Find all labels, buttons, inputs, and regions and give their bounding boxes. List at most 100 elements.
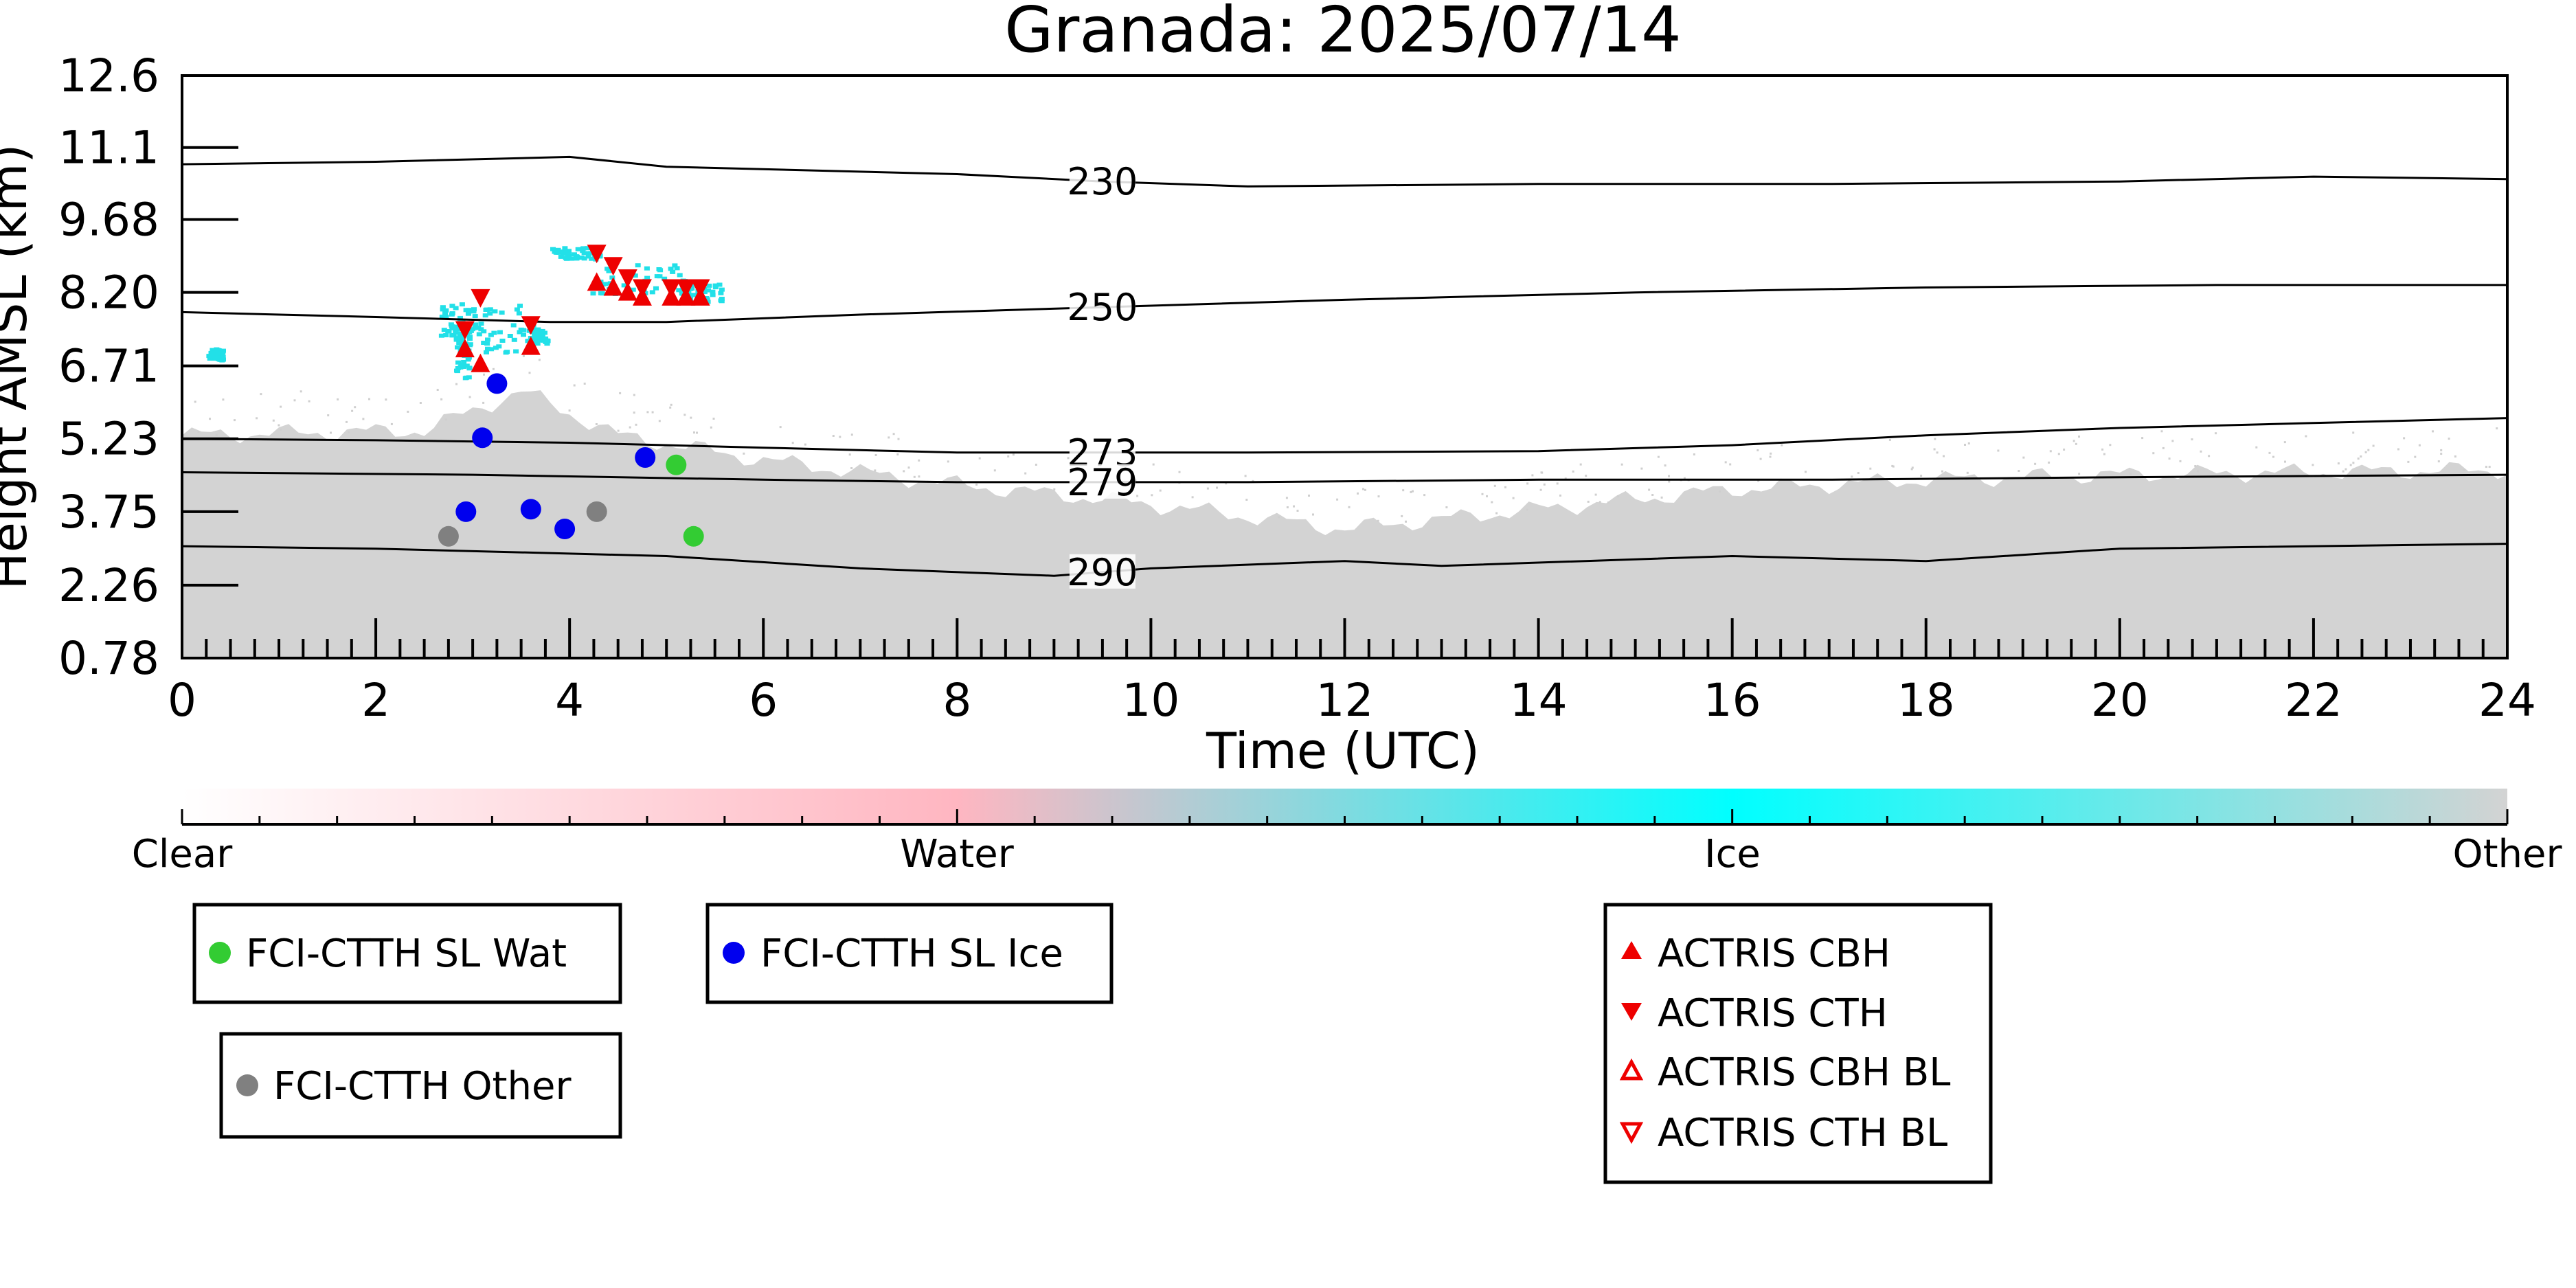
ice-cloud-pixel	[689, 286, 695, 291]
ice-cloud-pixel	[220, 350, 226, 354]
isotherm-230-line	[181, 155, 2508, 188]
other-speckle	[1759, 457, 1762, 460]
ice-cloud-pixel	[468, 328, 474, 333]
other-speckle	[595, 423, 598, 425]
other-speckle	[1278, 516, 1280, 519]
other-speckle	[1559, 494, 1561, 497]
isotherm-273-line	[181, 417, 2508, 454]
other-speckle	[1067, 457, 1070, 460]
ice-cloud-pixel	[703, 296, 710, 300]
other-speckle	[1362, 488, 1364, 490]
other-speckle	[2440, 449, 2443, 451]
other-speckle	[2283, 441, 2286, 444]
ice-cloud-pixel	[511, 337, 517, 342]
other-speckle	[839, 436, 841, 438]
isotherm-250-label: 250	[1067, 286, 1138, 329]
other-speckle	[1769, 455, 1772, 458]
ice-cloud-pixel	[461, 360, 467, 364]
other-speckle	[2454, 455, 2456, 457]
other-speckle	[522, 354, 525, 357]
x-tick-label: 24	[2478, 674, 2536, 727]
other-speckle	[1245, 499, 1248, 501]
ice-cloud-pixel	[574, 254, 580, 259]
y-tick-label: 8.20	[58, 267, 159, 319]
ice-cloud-pixel	[455, 360, 461, 365]
other-speckle	[2018, 470, 2020, 472]
other-speckle	[1857, 472, 1860, 474]
legend-box-water: FCI-CTTH SL Wat	[192, 903, 622, 1004]
other-speckle	[2078, 473, 2081, 475]
other-speckle	[1336, 498, 1339, 501]
ice-cloud-pixel	[493, 346, 499, 350]
other-speckle	[670, 403, 673, 406]
ice-cloud-pixel	[216, 351, 223, 356]
other-speckle	[1481, 493, 1484, 495]
ice-cloud-pixel	[672, 263, 678, 268]
ice-cloud-pixel	[589, 256, 595, 261]
actris-cth-point	[603, 257, 623, 276]
ice-cloud-pixel	[472, 314, 478, 319]
other-speckle	[658, 420, 661, 422]
other-speckle	[209, 418, 211, 420]
other-speckle	[2072, 440, 2075, 442]
ice-cloud-pixel	[484, 341, 490, 346]
other-speckle	[1587, 500, 1590, 503]
other-speckle	[1543, 483, 1546, 486]
other-speckle	[2171, 440, 2174, 442]
ice-cloud-pixel	[590, 291, 596, 296]
ice-cloud-pixel	[544, 341, 550, 346]
ice-cloud-pixel	[585, 254, 591, 259]
ice-cloud-pixel	[454, 368, 460, 373]
other-speckle	[1911, 466, 1914, 469]
ice-cloud-pixel	[575, 247, 581, 251]
other-speckle	[2437, 460, 2440, 463]
other-speckle	[1405, 520, 1407, 523]
other-background-area	[182, 390, 2507, 658]
other-speckle	[2488, 466, 2491, 468]
other-speckle	[2103, 453, 2105, 455]
ice-cloud-pixel	[513, 349, 519, 354]
ice-cloud-pixel	[599, 291, 605, 296]
ice-cloud-pixel	[578, 256, 585, 260]
legend-label-other: FCI-CTTH Other	[273, 1064, 572, 1109]
other-speckle	[1620, 463, 1623, 466]
x-tick-label: 4	[555, 674, 584, 727]
y-tick-label: 6.71	[58, 340, 159, 393]
ice-cloud-pixel	[584, 246, 590, 251]
other-speckle	[743, 452, 745, 455]
legend-label-cbh: ACTRIS CBH	[1658, 931, 1890, 976]
ice-cloud-pixel	[459, 302, 465, 307]
other-speckle	[222, 398, 225, 401]
other-speckle	[280, 429, 282, 431]
ice-cloud-pixel	[491, 330, 497, 335]
other-speckle	[256, 417, 258, 420]
ice-cloud-pixel	[609, 275, 615, 280]
ice-cloud-pixel	[516, 311, 522, 316]
other-speckle	[1159, 489, 1162, 492]
other-speckle	[2360, 455, 2362, 457]
y-axis: 0.78 2.26 3.75 5.23 6.71 8.20 9.68 11.1 12.6	[58, 49, 238, 685]
other-speckle	[2255, 446, 2258, 449]
legend-box-other: FCI-CTTH Other	[219, 1032, 622, 1139]
ice-cloud-pixel	[521, 332, 526, 337]
other-speckle	[1648, 488, 1651, 491]
ice-cloud-pixel	[206, 354, 212, 359]
ice-cloud-pixel	[674, 266, 680, 271]
ice-cloud-pixel	[442, 310, 448, 315]
other-speckle	[1285, 497, 1288, 499]
other-speckle	[1594, 493, 1597, 496]
other-speckle	[278, 424, 280, 427]
ice-cloud-pixel	[481, 329, 487, 334]
other-speckle	[2372, 444, 2375, 447]
other-speckle	[538, 359, 541, 361]
other-speckle	[1244, 475, 1247, 477]
ice-cloud-pixel	[487, 307, 493, 312]
other-speckle	[308, 400, 310, 403]
ice-cloud-pixel	[453, 337, 460, 342]
ice-cloud-pixel	[453, 306, 459, 310]
other-speckle	[2101, 448, 2104, 451]
other-speckle	[407, 410, 409, 413]
ice-cloud-pixel	[605, 267, 611, 271]
ice-cloud-pixel	[481, 341, 487, 345]
